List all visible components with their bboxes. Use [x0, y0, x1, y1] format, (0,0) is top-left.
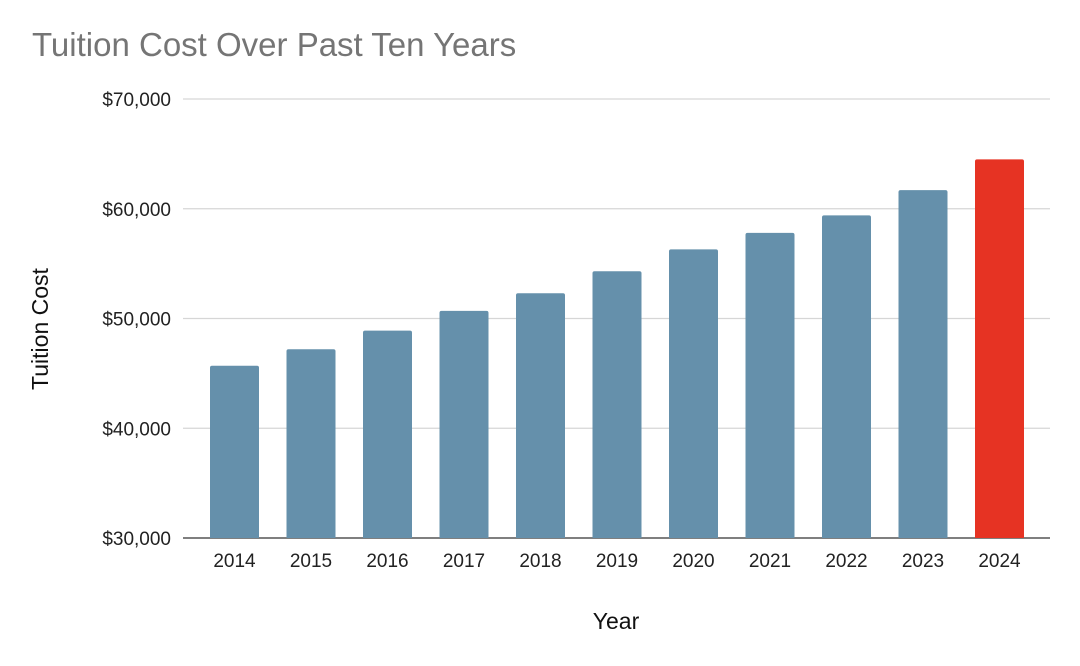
x-tick-label: 2022: [825, 551, 867, 572]
bar-2024: [975, 159, 1024, 539]
bar-2018: [516, 293, 565, 538]
x-tick-label: 2016: [366, 551, 408, 572]
bar-2019: [592, 271, 642, 538]
x-tick-label: 2019: [596, 551, 638, 572]
x-tick-label: 2020: [672, 551, 714, 572]
chart-title: Tuition Cost Over Past Ten Years: [32, 26, 516, 63]
bar-2015: [286, 349, 336, 538]
bars: [210, 159, 1024, 539]
x-axis-label: Year: [593, 608, 640, 634]
y-tick-label: $50,000: [102, 310, 171, 331]
bar-2022: [822, 215, 871, 538]
y-axis-label: Tuition Cost: [27, 267, 53, 389]
bar-2021: [745, 232, 795, 538]
x-tick-label: 2017: [443, 551, 485, 572]
bar-2014: [210, 365, 259, 538]
y-axis-tick-labels: $30,000 $40,000 $50,000 $60,000 $70,000: [102, 90, 171, 550]
x-tick-label: 2024: [978, 551, 1021, 572]
y-tick-label: $30,000: [102, 529, 171, 550]
y-tick-label: $60,000: [102, 200, 171, 221]
bar-2017: [439, 310, 489, 538]
bar-2016: [363, 330, 412, 538]
x-tick-label: 2023: [902, 551, 944, 572]
x-tick-label: 2015: [290, 551, 332, 572]
y-tick-label: $70,000: [102, 90, 171, 111]
bar-2020: [669, 249, 718, 539]
x-axis-tick-labels: 2014 2015 2016 2017 2018 2019 2020 2021 2022 2023…: [213, 551, 1021, 572]
x-tick-label: 2014: [213, 551, 256, 572]
x-tick-label: 2021: [749, 551, 791, 572]
bar-2023: [898, 190, 948, 538]
y-tick-label: $40,000: [102, 419, 171, 440]
x-tick-label: 2018: [519, 551, 561, 572]
